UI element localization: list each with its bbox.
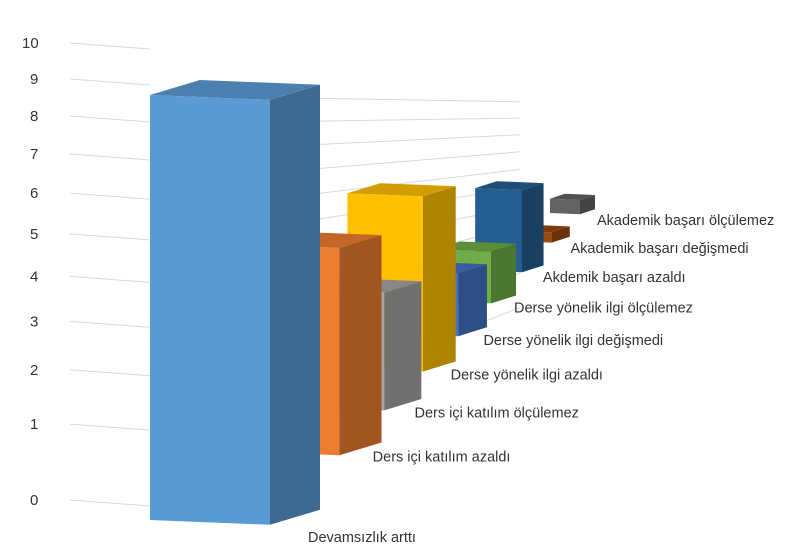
y-tick-label: 3 bbox=[30, 313, 38, 330]
gridline bbox=[299, 97, 521, 103]
gridline bbox=[69, 42, 151, 50]
gridline bbox=[299, 168, 521, 197]
y-tick-label: 5 bbox=[30, 226, 38, 243]
category-label: Derse yönelik ilgi değişmedi bbox=[483, 333, 663, 349]
bar-side-face bbox=[522, 183, 544, 273]
y-tick-label: 4 bbox=[30, 268, 38, 285]
category-labels: Akademik başarı ölçülemez Akademik başarı… bbox=[308, 213, 774, 546]
y-tick-label: 6 bbox=[30, 185, 38, 202]
y-tick-label: 0 bbox=[30, 492, 38, 509]
y-tick-label: 10 bbox=[22, 35, 39, 52]
bar-side-face bbox=[384, 281, 422, 411]
category-label: Ders içi katılım ölçülemez bbox=[415, 406, 579, 422]
bar-front-face bbox=[550, 198, 580, 215]
bar bbox=[150, 80, 320, 525]
gridline bbox=[299, 134, 521, 146]
bar-top-face bbox=[475, 181, 544, 190]
bars bbox=[150, 80, 595, 525]
category-label: Akademik başarı ölçülemez bbox=[597, 213, 774, 229]
bar-top-face bbox=[347, 183, 456, 197]
y-tick-label: 8 bbox=[30, 108, 38, 125]
category-label: Derse yönelik ilgi azaldı bbox=[451, 367, 603, 383]
category-label: Akademik başarı değişmedi bbox=[571, 241, 749, 257]
y-tick-label: 1 bbox=[30, 416, 38, 433]
gridline bbox=[299, 151, 521, 171]
gridline bbox=[69, 275, 151, 283]
category-label: Devamsızlık arttı bbox=[308, 530, 416, 546]
bar bbox=[550, 193, 595, 215]
gridline bbox=[69, 499, 151, 507]
bar-side-face bbox=[580, 195, 595, 215]
bar-top-face bbox=[550, 193, 595, 200]
gridline bbox=[69, 369, 151, 377]
bar-side-face bbox=[551, 226, 570, 243]
bar-side-face bbox=[422, 186, 456, 372]
gridline bbox=[69, 78, 151, 86]
bar-top-face bbox=[150, 80, 320, 100]
y-tick-label: 9 bbox=[30, 71, 38, 88]
category-label: Derse yönelik ilgi ölçülemez bbox=[514, 301, 693, 317]
y-tick-label: 2 bbox=[30, 362, 38, 379]
gridline bbox=[69, 423, 151, 431]
category-label: Akdemik başarı azaldı bbox=[543, 270, 686, 286]
gridline bbox=[299, 117, 521, 122]
bar-front-face bbox=[150, 95, 270, 525]
gridline bbox=[69, 320, 151, 328]
gridline bbox=[69, 153, 151, 161]
gridline bbox=[69, 115, 151, 123]
bar-side-face bbox=[491, 243, 517, 304]
bar-side-face bbox=[458, 264, 487, 337]
category-label: Ders içi katılım azaldı bbox=[373, 450, 511, 466]
gridline bbox=[69, 233, 151, 241]
bar-side-face bbox=[270, 84, 320, 525]
y-axis-ticks: 0 1 2 3 4 5 6 7 8 9 10 bbox=[22, 35, 39, 509]
y-tick-label: 7 bbox=[30, 146, 38, 163]
gridline bbox=[69, 192, 151, 200]
bar-side-face bbox=[339, 235, 382, 456]
